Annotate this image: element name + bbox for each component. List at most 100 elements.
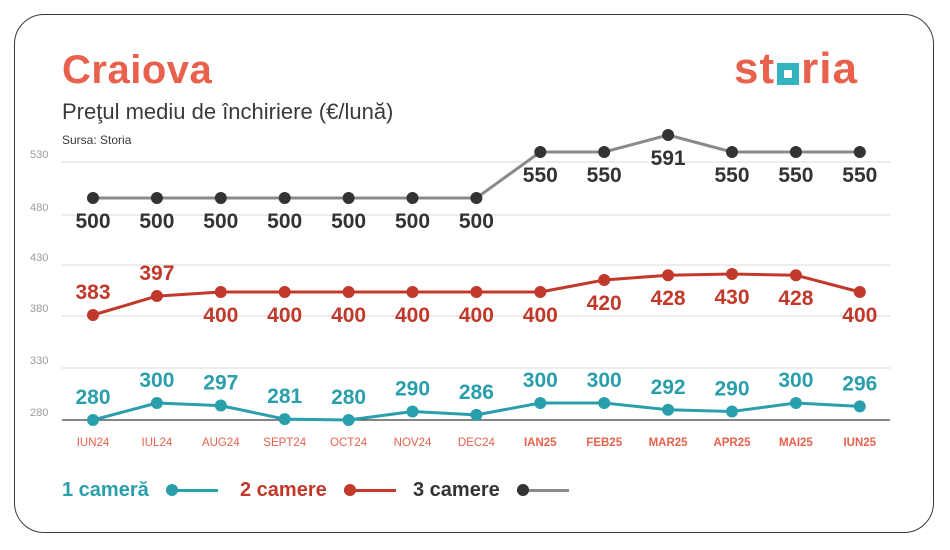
data-point-three-rooms-oct24 (342, 192, 355, 204)
data-label-three-rooms-dec24: 500 (459, 210, 494, 233)
data-label-one-room-iul24: 300 (139, 369, 174, 392)
logo-text-end: ria (801, 44, 858, 93)
data-point-three-rooms-mai25 (789, 146, 802, 158)
data-label-one-room-iun25: 296 (842, 372, 877, 395)
series-layer: 500 500 500 500 500 500 500 550 550 591 550 550 550 3… (75, 129, 877, 426)
x-tick-label-iul24: IUL24 (142, 437, 173, 449)
data-label-three-rooms-apr25: 550 (714, 164, 749, 187)
data-label-one-room-sept24: 281 (267, 385, 302, 408)
data-label-one-room-nov24: 290 (395, 378, 430, 401)
data-label-three-rooms-mar25: 591 (651, 147, 686, 170)
data-point-one-room-dec24 (470, 408, 483, 421)
data-point-one-room-iul24 (150, 397, 163, 409)
x-tick-label-sept24: SEPT24 (263, 437, 306, 449)
data-point-one-room-aug24 (214, 399, 227, 412)
data-point-three-rooms-iul24 (150, 192, 163, 204)
data-point-one-room-mai25 (789, 397, 802, 409)
data-label-three-rooms-nov24: 500 (395, 210, 430, 233)
x-tick-label-feb25: FEB25 (586, 437, 622, 449)
data-point-one-room-iun25 (853, 400, 866, 413)
data-point-three-rooms-nov24 (406, 192, 419, 204)
data-point-one-room-apr25 (726, 405, 738, 418)
data-label-one-room-mar25: 292 (651, 376, 686, 399)
data-point-one-room-mar25 (662, 403, 675, 416)
data-label-three-rooms-oct24: 500 (331, 210, 366, 233)
x-tick-label-ian25: IAN25 (524, 437, 557, 449)
chart-title: Craiova (62, 48, 213, 92)
data-label-three-rooms-feb25: 550 (587, 164, 622, 187)
x-tick-label-aug24: AUG24 (202, 437, 240, 449)
y-tick-label-430: 430 (30, 252, 48, 264)
data-label-one-room-feb25: 300 (587, 369, 622, 392)
data-label-two-rooms-oct24: 400 (331, 304, 366, 327)
data-point-three-rooms-iun25 (853, 146, 866, 158)
legend-line-2-camere (344, 489, 396, 492)
data-point-two-rooms-apr25 (726, 268, 738, 280)
data-point-three-rooms-apr25 (726, 146, 738, 158)
square-o-icon (777, 63, 800, 85)
data-label-two-rooms-iul24: 397 (139, 262, 174, 285)
data-label-two-rooms-iun25: 400 (842, 304, 877, 327)
data-label-one-room-apr25: 290 (714, 378, 749, 401)
y-tick-label-280: 280 (30, 407, 48, 419)
data-point-two-rooms-mar25 (662, 269, 675, 282)
data-label-three-rooms-sept24: 500 (267, 210, 302, 233)
data-point-two-rooms-feb25 (598, 274, 611, 286)
data-label-one-room-ian25: 300 (523, 369, 558, 392)
data-point-one-room-ian25 (534, 397, 547, 409)
x-axis-labels: IUN24 IUL24 AUG24 SEPT24 OCT24 NOV24 DEC24 IAN2… (77, 437, 877, 449)
data-point-three-rooms-dec24 (470, 192, 483, 204)
data-point-one-room-sept24 (278, 413, 291, 426)
data-point-three-rooms-ian25 (534, 146, 547, 158)
grid-layer: 280 330 380 430 480 530 (30, 149, 890, 421)
y-tick-label-480: 480 (30, 202, 48, 214)
y-tick-label-330: 330 (30, 355, 48, 367)
x-tick-label-apr25: APR25 (713, 437, 751, 449)
data-point-three-rooms-sept24 (278, 192, 291, 204)
legend-label-1-camera: 1 cameră (62, 479, 149, 501)
legend-marker-2-camere (344, 484, 356, 496)
data-label-two-rooms-apr25: 430 (714, 286, 749, 309)
x-tick-label-oct24: OCT24 (330, 437, 368, 449)
chart-subtitle: Preţul mediu de închiriere (€/lună) (62, 99, 394, 124)
x-tick-label-dec24: DEC24 (458, 437, 496, 449)
legend-marker-1-camera (166, 484, 178, 496)
data-label-two-rooms-nov24: 400 (395, 304, 430, 327)
data-point-two-rooms-sept24 (278, 286, 291, 298)
data-point-one-room-feb25 (598, 397, 611, 409)
data-point-two-rooms-iun24 (87, 309, 99, 321)
data-point-three-rooms-aug24 (214, 192, 227, 204)
x-tick-label-iun24: IUN24 (77, 437, 110, 449)
data-label-two-rooms-dec24: 400 (459, 304, 494, 327)
data-point-three-rooms-feb25 (598, 146, 611, 158)
data-label-three-rooms-mai25: 550 (778, 164, 813, 187)
data-label-one-room-mai25: 300 (778, 369, 813, 392)
x-tick-label-iun25: IUN25 (843, 437, 876, 449)
data-label-two-rooms-sept24: 400 (267, 304, 302, 327)
data-label-three-rooms-iun24: 500 (75, 210, 110, 233)
legend-label-2-camere: 2 camere (240, 479, 327, 501)
data-label-three-rooms-iun25: 550 (842, 164, 877, 187)
data-label-one-room-dec24: 286 (459, 381, 494, 404)
logo-text-start: st (734, 44, 776, 93)
data-point-two-rooms-mai25 (789, 269, 802, 282)
data-label-three-rooms-aug24: 500 (203, 210, 238, 233)
data-point-two-rooms-ian25 (534, 286, 547, 298)
data-point-two-rooms-aug24 (214, 286, 227, 298)
data-point-three-rooms-iun24 (87, 192, 99, 204)
legend-line-3-camere (517, 489, 569, 492)
data-label-two-rooms-feb25: 420 (587, 292, 622, 315)
data-point-two-rooms-oct24 (342, 286, 355, 298)
data-label-three-rooms-iul24: 500 (139, 210, 174, 233)
y-tick-label-530: 530 (30, 149, 48, 161)
data-label-two-rooms-iun24: 383 (75, 281, 110, 304)
data-point-one-room-oct24 (342, 414, 355, 426)
x-tick-label-mar25: MAR25 (649, 437, 689, 449)
data-label-two-rooms-ian25: 400 (523, 304, 558, 327)
data-label-one-room-iun24: 280 (75, 386, 110, 409)
data-point-two-rooms-iun25 (853, 286, 866, 298)
data-label-one-room-oct24: 280 (331, 386, 366, 409)
x-tick-label-nov24: NOV24 (394, 437, 432, 449)
data-label-two-rooms-aug24: 400 (203, 304, 238, 327)
